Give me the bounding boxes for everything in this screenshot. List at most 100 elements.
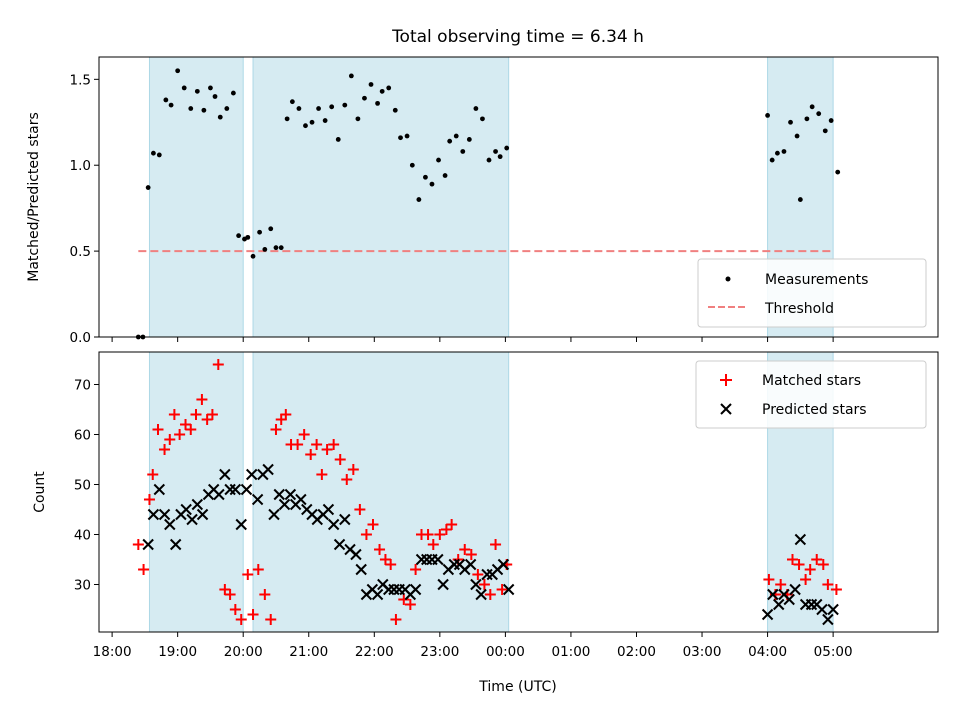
measurement-point bbox=[273, 245, 279, 251]
bottom-y-axis: 30 40 50 60 70 bbox=[74, 378, 99, 594]
y-tick-label: 70 bbox=[74, 378, 91, 394]
matched-star-point bbox=[390, 614, 402, 625]
matched-star-point bbox=[804, 564, 816, 575]
x-tick-label: 03:00 bbox=[683, 644, 722, 660]
top-y-axis-label: Matched/Predicted stars bbox=[26, 112, 42, 282]
measurement-point bbox=[404, 133, 410, 139]
predicted-star-point bbox=[322, 503, 335, 516]
matched-star-point bbox=[159, 444, 171, 455]
matched-star-point bbox=[270, 424, 282, 435]
y-tick-label: 0.5 bbox=[70, 244, 91, 260]
measurement-point bbox=[497, 154, 503, 160]
matched-star-point bbox=[168, 409, 180, 420]
measurement-point bbox=[436, 157, 441, 163]
top-y-axis: 0.0 0.5 1.0 1.5 bbox=[70, 72, 99, 346]
matched-star-point bbox=[190, 409, 202, 420]
predicted-star-point bbox=[805, 598, 818, 611]
predicted-star-point bbox=[437, 578, 449, 591]
measurement-point bbox=[429, 181, 435, 187]
predicted-star-point bbox=[219, 468, 231, 481]
matched-star-point bbox=[763, 574, 775, 585]
predicted-star-point bbox=[196, 508, 209, 521]
measurement-point bbox=[212, 94, 218, 99]
measurement-point bbox=[175, 68, 181, 74]
matched-star-point bbox=[334, 454, 346, 465]
predicted-star-point bbox=[822, 613, 834, 626]
measurement-point bbox=[362, 95, 367, 101]
predicted-star-point bbox=[783, 593, 795, 606]
x-tick-label: 04:00 bbox=[748, 644, 787, 660]
matched-star-point bbox=[229, 604, 241, 615]
measurement-point bbox=[250, 253, 256, 259]
x-axis-label: Time (UTC) bbox=[478, 679, 556, 695]
matched-star-point bbox=[265, 614, 277, 625]
bottom-plot-frame bbox=[98, 351, 939, 633]
chart-title: Total observing time = 6.34 h bbox=[391, 27, 644, 47]
measurement-point bbox=[368, 82, 374, 87]
matched-star-point bbox=[490, 539, 502, 550]
legend-measurements-label: Measurements bbox=[765, 272, 868, 288]
bottom-panel: 30 40 50 60 70 18:00 19:00 20:00 21:00 22:00 23:0… bbox=[32, 351, 939, 695]
matched-star-point bbox=[817, 559, 829, 570]
predicted-star-point bbox=[284, 488, 297, 501]
measurement-point bbox=[379, 88, 385, 94]
matched-star-point bbox=[367, 519, 379, 530]
predicted-star-point bbox=[502, 583, 515, 596]
x-tick-label: 20:00 bbox=[224, 644, 263, 660]
matched-star-point bbox=[446, 519, 458, 530]
measurement-point bbox=[208, 85, 213, 91]
measurement-point bbox=[289, 99, 295, 105]
predicted-star-point bbox=[147, 508, 160, 521]
predicted-star-point bbox=[240, 483, 253, 496]
matched-star-point bbox=[775, 579, 787, 590]
predicted-star-point bbox=[350, 548, 362, 561]
predicted-star-point bbox=[224, 483, 236, 496]
matched-star-point bbox=[212, 359, 224, 370]
matched-star-point bbox=[385, 559, 397, 570]
measurement-point bbox=[355, 116, 361, 122]
measurement-point bbox=[504, 145, 510, 151]
matched-star-point bbox=[328, 439, 340, 450]
bottom-x-axis: 18:00 19:00 20:00 21:00 22:00 23:00 00:00 01:00… bbox=[93, 632, 853, 660]
top-panel: 0.0 0.5 1.0 1.5 Matched/Predicted stars Mea… bbox=[26, 56, 939, 346]
measurement-point bbox=[194, 88, 200, 94]
measurement-point bbox=[322, 118, 328, 123]
x-tick-label: 18:00 bbox=[93, 644, 132, 660]
matched-star-point bbox=[259, 589, 271, 600]
measurement-point bbox=[151, 150, 156, 156]
top-plot-frame bbox=[98, 56, 939, 338]
predicted-star-point bbox=[448, 558, 460, 571]
matched-star-point bbox=[196, 394, 208, 405]
measurement-point bbox=[828, 118, 834, 123]
y-tick-label: 50 bbox=[74, 478, 91, 494]
matched-star-point bbox=[427, 539, 439, 550]
measurement-point bbox=[480, 116, 485, 122]
x-tick-label: 05:00 bbox=[814, 644, 853, 660]
matched-star-point bbox=[793, 559, 805, 570]
predicted-star-point bbox=[497, 558, 510, 571]
measurement-point bbox=[392, 107, 398, 113]
matched-star-point bbox=[180, 419, 192, 430]
y-tick-label: 60 bbox=[74, 428, 91, 444]
matched-star-point bbox=[354, 504, 366, 515]
measurement-point bbox=[816, 111, 822, 117]
matched-star-point bbox=[247, 609, 259, 620]
measurement-point bbox=[278, 245, 284, 251]
predicted-star-point bbox=[164, 518, 176, 531]
measurement-point bbox=[473, 106, 479, 111]
measurement-point bbox=[342, 102, 348, 108]
measurement-point bbox=[188, 106, 194, 111]
measurement-point bbox=[168, 102, 174, 108]
measurement-point bbox=[460, 149, 466, 154]
measurement-point bbox=[781, 149, 787, 154]
matched-star-point bbox=[434, 529, 446, 540]
predicted-star-point bbox=[327, 518, 340, 531]
predicted-star-point bbox=[339, 513, 351, 526]
measurement-point bbox=[809, 104, 815, 110]
predicted-star-point bbox=[827, 603, 839, 616]
top-x-ticks bbox=[111, 337, 834, 342]
matched-star-point bbox=[374, 544, 386, 555]
measurement-point bbox=[296, 106, 302, 111]
matched-star-point bbox=[786, 554, 798, 565]
legend-matched-marker bbox=[720, 374, 732, 386]
